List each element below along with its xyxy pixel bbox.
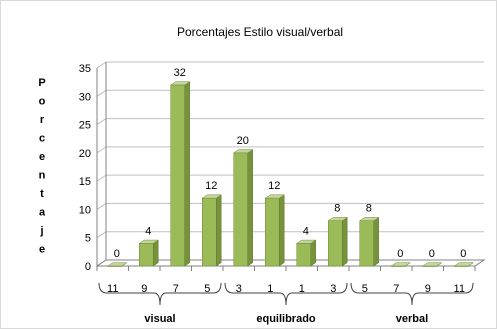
- data-label: 8: [366, 203, 372, 215]
- y-axis-label: Porcentaje: [38, 77, 46, 256]
- x-tick-label: 5: [362, 283, 368, 295]
- y-label-letter: e: [39, 244, 45, 256]
- bar: [106, 262, 128, 267]
- x-tick-label: 1: [299, 283, 305, 295]
- group-label: verbal: [396, 313, 428, 325]
- y-tick-label: 10: [79, 204, 91, 216]
- y-tick-label: 5: [85, 233, 91, 245]
- axes: 0 5 10 15 20 25 30 35: [79, 62, 486, 273]
- group-label: visual: [144, 313, 175, 325]
- group-label: equilibrado: [256, 313, 316, 325]
- data-label: 4: [145, 225, 151, 237]
- data-label: 0: [114, 248, 120, 260]
- data-label: 20: [237, 135, 249, 147]
- x-tick-label: 7: [173, 283, 179, 295]
- gridline-depth: [96, 231, 107, 239]
- y-label-letter: a: [39, 207, 46, 219]
- gridline-depth: [96, 146, 107, 154]
- bar: [453, 262, 475, 267]
- y-label-letter: t: [40, 188, 44, 200]
- bar: [295, 239, 317, 267]
- data-label: 0: [397, 248, 403, 260]
- y-label-letter: o: [39, 96, 46, 108]
- y-tick-label: 25: [79, 120, 91, 132]
- bar: [232, 149, 254, 267]
- bar: [421, 262, 443, 267]
- bar: [169, 81, 191, 267]
- x-tick-label: 3: [236, 283, 242, 295]
- y-tick-label: 15: [79, 176, 91, 188]
- bar: [358, 216, 380, 267]
- data-label: 8: [334, 203, 340, 215]
- category-groups: visual equilibrado verbal: [98, 282, 474, 325]
- x-tick-label: 3: [330, 283, 336, 295]
- y-label-letter: r: [40, 114, 45, 126]
- gridline-depth: [96, 174, 107, 182]
- data-label: 12: [205, 180, 217, 192]
- group-brace: [224, 282, 348, 306]
- bar: [327, 216, 349, 267]
- x-tick-label: 5: [204, 283, 210, 295]
- x-tick-label: 9: [425, 283, 431, 295]
- y-label-letter: e: [39, 151, 45, 163]
- x-tick-label: 11: [107, 283, 118, 295]
- y-tick-label: 35: [79, 63, 91, 75]
- y-label-letter: j: [39, 225, 43, 237]
- y-label-letter: c: [39, 133, 45, 145]
- y-tick-label: 20: [79, 148, 91, 160]
- gridlines: [96, 61, 484, 267]
- x-tick-label: 7: [393, 283, 399, 295]
- data-labels: 0 4 32 12 20 12 4 8 8 0 0 0: [114, 67, 467, 260]
- x-tick-label: 1: [267, 283, 273, 295]
- gridline-depth: [96, 118, 107, 125]
- bars: [106, 81, 475, 267]
- bar: [201, 194, 223, 267]
- y-label-letter: P: [38, 77, 45, 89]
- data-label: 12: [268, 180, 280, 192]
- data-label: 0: [460, 248, 466, 260]
- data-label: 0: [429, 248, 435, 260]
- y-tick-label: 30: [79, 91, 91, 103]
- bar: [264, 194, 286, 267]
- bar: [390, 262, 412, 267]
- group-brace: [350, 282, 474, 306]
- y-tick-label: 0: [85, 261, 91, 273]
- x-tick-label: 9: [141, 283, 147, 295]
- bar: [138, 239, 160, 267]
- gridline-depth: [96, 89, 107, 97]
- y-label-letter: n: [39, 170, 46, 182]
- data-label: 4: [303, 225, 309, 237]
- gridline-depth: [96, 203, 107, 210]
- x-tick-labels: 11 9 7 5 3 1 1 3 5 7 9 11: [96, 266, 476, 295]
- gridline-depth: [96, 61, 107, 69]
- group-brace: [98, 282, 222, 306]
- x-tick-label: 11: [454, 283, 465, 295]
- chart-title: Porcentajes Estilo visual/verbal: [177, 25, 343, 39]
- data-label: 32: [174, 67, 186, 79]
